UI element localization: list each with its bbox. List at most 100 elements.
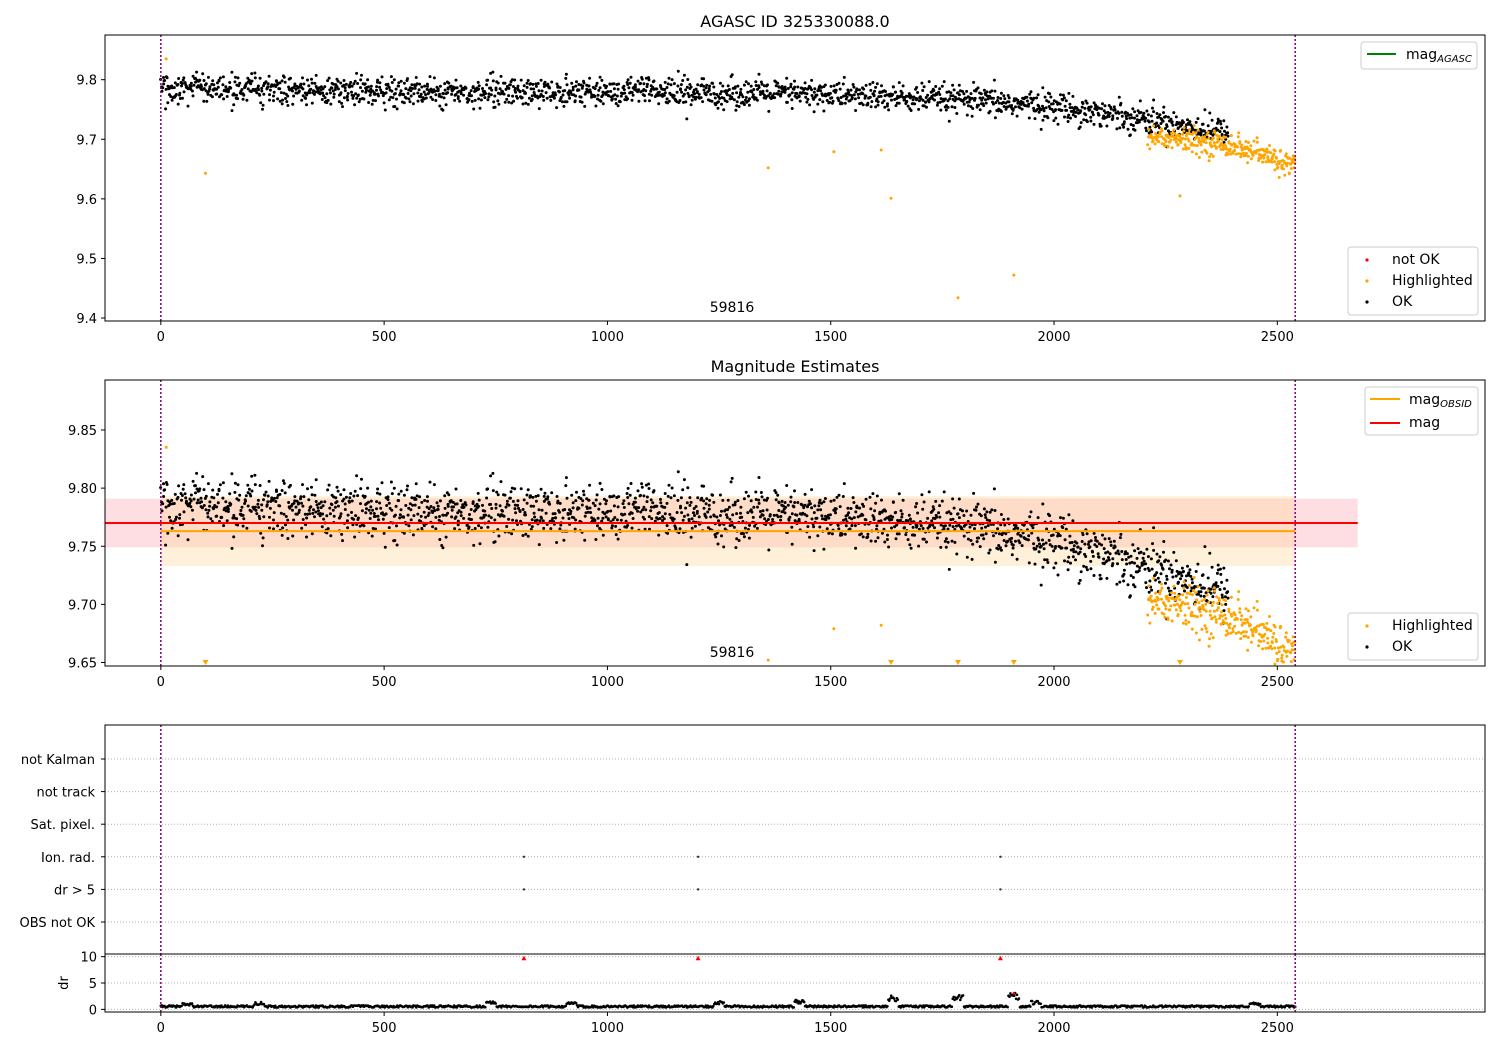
ok-point — [450, 515, 454, 519]
ok-point — [534, 499, 538, 503]
ok-point — [908, 543, 912, 547]
flag-label: Sat. pixel. — [31, 818, 95, 833]
ok-point — [951, 94, 955, 98]
ok-point — [610, 524, 614, 528]
ok-point — [359, 86, 362, 90]
legend-highlighted: Highlighted — [1392, 273, 1473, 289]
ok-point — [1139, 111, 1143, 114]
ok-point — [594, 104, 598, 108]
ok-point — [1068, 102, 1072, 106]
ok-point — [387, 98, 391, 102]
ok-point — [1056, 534, 1060, 538]
ok-point — [1155, 112, 1159, 115]
ok-point — [496, 81, 500, 85]
highlighted-point — [1194, 591, 1198, 595]
highlighted-point — [1184, 622, 1188, 626]
highlighted-point — [1237, 131, 1241, 135]
ok-point — [534, 82, 538, 86]
ok-point — [742, 532, 745, 536]
ok-point — [858, 506, 862, 510]
ok-point — [643, 517, 646, 521]
ok-point — [463, 501, 467, 505]
ok-point — [308, 512, 312, 516]
ok-point — [221, 481, 225, 485]
highlighted-point — [1179, 609, 1183, 613]
ok-point — [1138, 566, 1142, 570]
ok-point — [314, 478, 318, 482]
ok-point — [405, 488, 409, 492]
dr-point — [546, 1004, 550, 1007]
ok-point — [937, 90, 941, 94]
ok-point — [962, 514, 966, 517]
ok-point — [594, 498, 598, 502]
ok-point — [202, 87, 206, 91]
ok-point — [370, 102, 374, 106]
highlighted-point — [1187, 620, 1191, 624]
ok-point — [780, 499, 784, 503]
ok-point — [740, 93, 744, 97]
ok-point — [260, 503, 264, 507]
ok-point — [697, 515, 701, 519]
ok-point — [1033, 562, 1037, 566]
ok-point — [1107, 115, 1111, 118]
ok-point — [901, 498, 905, 502]
ok-point — [229, 86, 233, 90]
ok-point — [622, 506, 626, 509]
ok-point — [326, 98, 330, 102]
ok-point — [398, 516, 402, 520]
ok-point — [825, 99, 829, 102]
ok-point — [1102, 557, 1106, 561]
ok-point — [491, 471, 495, 475]
highlighted-point — [1264, 646, 1268, 650]
highlighted-point — [1269, 629, 1273, 633]
ok-point — [424, 515, 428, 519]
ok-point — [476, 80, 480, 84]
ok-point — [414, 482, 418, 486]
ok-point — [783, 511, 787, 515]
clipped-marker — [202, 660, 209, 665]
ok-point — [208, 500, 212, 504]
ok-point — [1044, 541, 1048, 545]
ok-point — [176, 102, 180, 106]
highlighted-point — [1287, 156, 1291, 160]
ok-point — [1147, 569, 1151, 573]
ok-point — [679, 504, 682, 508]
highlighted-point — [1236, 135, 1240, 139]
ok-point — [861, 513, 865, 517]
ok-point — [522, 498, 526, 502]
ok-point — [382, 531, 386, 535]
ok-point — [353, 79, 357, 83]
ok-point — [1131, 576, 1135, 579]
ok-point — [864, 83, 868, 87]
ok-point — [1224, 602, 1228, 606]
ok-point — [667, 76, 671, 80]
ok-point — [1050, 108, 1054, 111]
ok-point — [935, 93, 939, 96]
ok-point — [915, 502, 919, 505]
highlighted-point — [1265, 621, 1269, 625]
ok-point — [162, 76, 165, 79]
ok-point — [321, 512, 325, 516]
ok-point — [894, 90, 898, 94]
ok-point — [605, 499, 608, 503]
ok-point — [647, 78, 651, 82]
highlighted-point — [1192, 576, 1196, 579]
ok-point — [951, 525, 955, 529]
ok-point — [790, 512, 794, 516]
ok-point — [1147, 120, 1151, 124]
ok-point — [754, 490, 758, 494]
ok-point — [524, 513, 527, 517]
ok-point — [895, 523, 899, 527]
ok-point — [1043, 558, 1047, 562]
ok-point — [249, 494, 253, 498]
ok-point — [1099, 124, 1103, 128]
ok-point — [208, 87, 212, 91]
ok-point — [757, 86, 761, 89]
highlighted-point — [1197, 638, 1201, 642]
ok-point — [928, 97, 932, 100]
highlighted-point — [1210, 144, 1214, 148]
ok-point — [354, 514, 358, 518]
ok-point — [851, 83, 855, 86]
ok-point — [1069, 561, 1072, 565]
ok-point — [1004, 544, 1008, 548]
